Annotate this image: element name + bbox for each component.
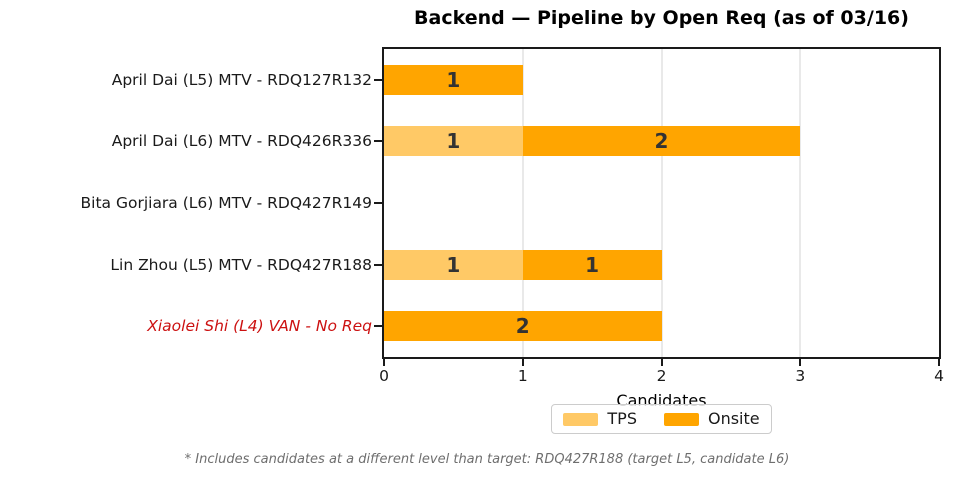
bar-value-label: 1 xyxy=(446,129,461,154)
row-label: April Dai (L6) MTV - RDQ426R336 xyxy=(111,132,372,151)
x-tick-label: 2 xyxy=(656,367,667,385)
legend-box: TPS Onsite xyxy=(551,404,772,434)
y-tick xyxy=(374,202,382,204)
y-tick xyxy=(374,78,382,81)
plot-area: 1 1 2 1 1 2 xyxy=(382,47,941,359)
legend-label-tps: TPS xyxy=(607,409,637,428)
footnote: * Includes candidates at a different lev… xyxy=(184,452,790,467)
bar-segment-tps: 1 xyxy=(384,126,523,157)
x-tick xyxy=(521,359,524,366)
gridline xyxy=(660,49,663,357)
row-label: Lin Zhou (L5) MTV - RDQ427R188 xyxy=(110,255,372,274)
x-tick xyxy=(799,359,802,366)
x-tick-label: 3 xyxy=(795,367,806,385)
bar-segment-onsite: 2 xyxy=(522,126,801,157)
x-tick-label: 0 xyxy=(379,367,389,385)
legend-swatch-tps xyxy=(563,412,599,426)
bar-value-label: 1 xyxy=(446,252,461,277)
legend-label-onsite: Onsite xyxy=(707,409,760,428)
legend: TPS Onsite xyxy=(382,404,941,434)
bar-segment-onsite: 2 xyxy=(384,311,662,342)
bar-value-label: 1 xyxy=(585,252,600,277)
x-tick-label: 4 xyxy=(934,367,944,385)
gridline xyxy=(799,49,802,357)
gridline xyxy=(521,49,524,357)
x-tick-label: 1 xyxy=(517,367,528,385)
row-label: Bita Gorjiara (L6) MTV - RDQ427R149 xyxy=(80,194,372,212)
bar-segment-onsite: 1 xyxy=(522,249,662,280)
y-tick xyxy=(374,140,382,143)
bar-segment-tps: 1 xyxy=(384,249,523,280)
legend-swatch-onsite xyxy=(663,412,699,426)
bar-value-label: 2 xyxy=(515,314,530,339)
row-label: April Dai (L5) MTV - RDQ127R132 xyxy=(111,70,372,89)
bar-segment-onsite: 1 xyxy=(384,64,523,95)
chart-title: Backend — Pipeline by Open Req (as of 03… xyxy=(414,7,909,29)
y-tick xyxy=(374,325,382,328)
bar-value-label: 1 xyxy=(446,67,461,92)
bar-value-label: 2 xyxy=(654,129,669,154)
row-label-highlighted: Xiaolei Shi (L4) VAN - No Req xyxy=(147,317,372,336)
x-tick xyxy=(660,359,663,366)
y-tick xyxy=(374,263,382,266)
x-tick xyxy=(938,359,940,366)
x-tick xyxy=(383,359,385,366)
